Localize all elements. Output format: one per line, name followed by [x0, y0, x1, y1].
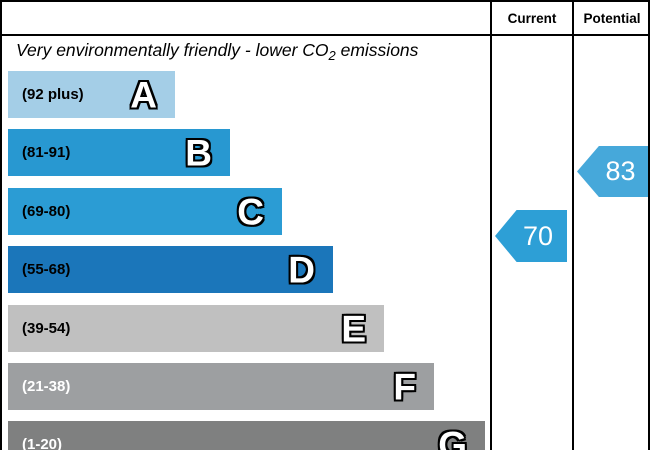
band-d-letter: D — [288, 249, 315, 290]
band-c-letter: C — [237, 191, 264, 232]
band-a-letter: A — [130, 74, 157, 115]
band-f-letter: F — [393, 366, 416, 407]
potential-rating-value: 83 — [605, 156, 636, 186]
band-b-range-label: (81-91) — [22, 144, 71, 161]
header-divider — [2, 34, 648, 36]
band-c: (69-80) C — [8, 188, 282, 235]
band-e-range-label: (39-54) — [22, 320, 71, 337]
band-d-range-label: (55-68) — [22, 261, 71, 278]
current-rating-arrow: 70 — [495, 210, 567, 262]
band-f-range-label: (21-38) — [22, 378, 71, 395]
band-b-letter: B — [185, 132, 212, 173]
band-g: (1-20) G — [8, 421, 485, 450]
band-c-range-label: (69-80) — [22, 203, 71, 220]
band-e: (39-54) E — [8, 305, 384, 352]
title-suffix: emissions — [335, 40, 419, 60]
current-rating-value: 70 — [522, 220, 554, 251]
potential-rating-arrow: 83 — [577, 146, 648, 197]
current-column-header: Current — [507, 10, 557, 26]
band-a-range-label: (92 plus) — [22, 86, 84, 103]
band-d: (55-68) D — [8, 246, 333, 293]
band-g-letter: G — [438, 424, 467, 450]
band-f: (21-38) F — [8, 363, 434, 410]
band-e-letter: E — [341, 308, 366, 349]
title-subscript: 2 — [328, 48, 336, 63]
current-column-divider — [490, 2, 492, 450]
potential-column-header: Potential — [583, 10, 641, 26]
band-b: (81-91) B — [8, 129, 230, 176]
band-g-range-label: (1-20) — [22, 436, 63, 450]
chart-title: Very environmentally friendly - lower CO… — [16, 40, 418, 63]
title-text: Very environmentally friendly - lower CO — [16, 40, 329, 60]
band-a: (92 plus) A — [8, 71, 175, 118]
potential-column-divider — [572, 2, 574, 450]
